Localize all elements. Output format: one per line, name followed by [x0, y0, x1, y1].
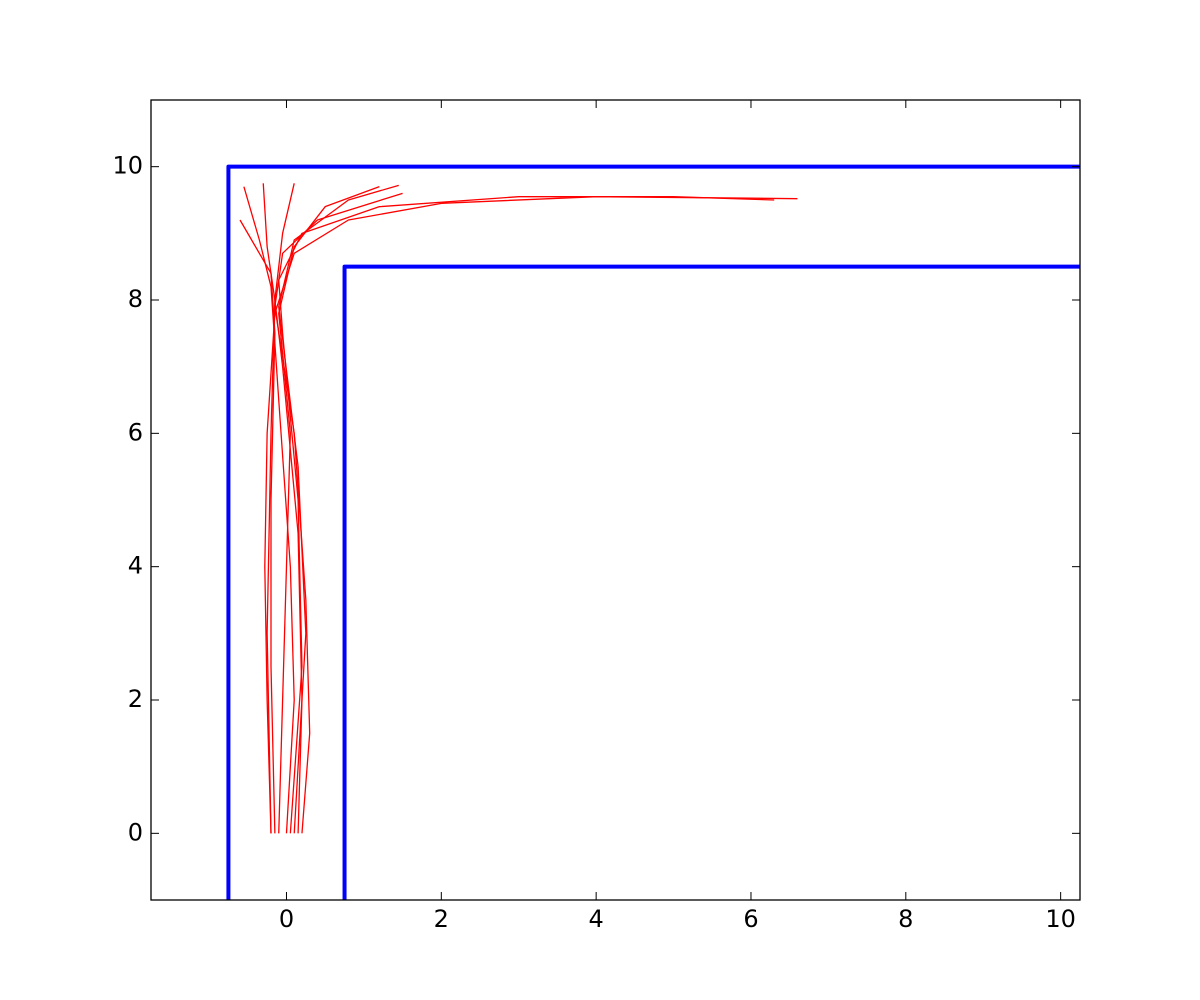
series-line: [342, 264, 1080, 900]
series-line: [243, 186, 295, 834]
y-tick-label: 6: [128, 418, 143, 446]
x-tick-label: 10: [1045, 905, 1076, 933]
x-tick-label: 8: [898, 905, 913, 933]
plot-frame: [150, 99, 1081, 901]
y-tick-label: 10: [112, 152, 143, 180]
x-tick-label: 2: [434, 905, 449, 933]
series-line: [278, 196, 775, 834]
series-line: [278, 184, 399, 834]
series-line: [239, 219, 276, 834]
x-tick-label: 4: [589, 905, 604, 933]
series-line: [274, 192, 403, 834]
y-tick-label: 8: [128, 285, 143, 313]
y-tick-label: 4: [128, 552, 143, 580]
series-line: [226, 164, 1080, 900]
y-tick-label: 0: [128, 818, 143, 846]
series-line: [278, 186, 380, 834]
x-tick-label: 0: [279, 905, 294, 933]
y-tick-label: 2: [128, 685, 143, 713]
x-tick-label: 6: [743, 905, 758, 933]
series-line: [262, 183, 276, 834]
